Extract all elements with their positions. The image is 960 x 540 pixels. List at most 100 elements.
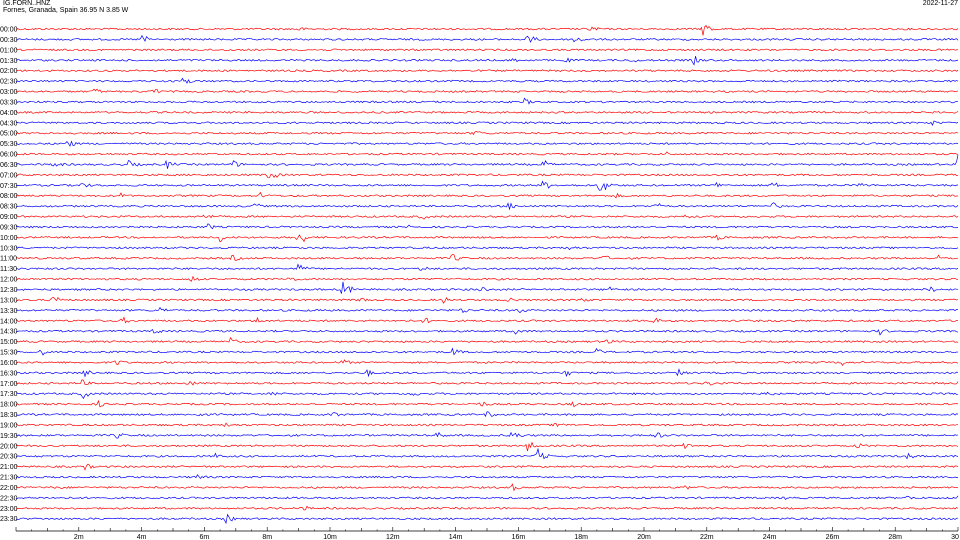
trace-row — [15, 254, 959, 261]
x-tick-label: 30 — [951, 534, 959, 540]
row-time-label: 06:00 — [0, 152, 18, 159]
x-tick-label: 26m — [826, 534, 840, 540]
station-location: Fornes, Granada, Spain 36.95 N 3.85 W — [3, 7, 129, 14]
trace-row — [15, 347, 959, 356]
x-tick-label: 18m — [574, 534, 588, 540]
trace-row — [15, 110, 959, 114]
trace-row — [15, 328, 959, 336]
trace-row — [15, 474, 959, 480]
row-time-label: 20:30 — [0, 454, 18, 461]
trace-row — [15, 422, 959, 428]
row-time-label: 17:00 — [0, 381, 18, 388]
trace-row — [15, 223, 959, 230]
row-time-label: 12:30 — [0, 287, 18, 294]
row-time-label: 15:30 — [0, 350, 18, 357]
trace-row — [15, 505, 959, 511]
trace-row — [15, 24, 959, 36]
row-time-label: 08:30 — [0, 204, 18, 211]
row-time-label: 19:30 — [0, 433, 18, 440]
station-id: IG.FORN..HNZ — [3, 0, 51, 7]
trace-row — [15, 191, 959, 199]
trace-row — [15, 306, 958, 314]
row-time-label: 06:30 — [0, 162, 18, 169]
x-tick-label: 16m — [512, 534, 526, 540]
trace-row — [15, 431, 959, 439]
row-time-label: 14:00 — [0, 318, 18, 325]
x-tick-label: 24m — [763, 534, 777, 540]
x-axis: 2m 4m 6m 8m 10m 12m 14m 16m 18m 20m 22m 24m 26m 28m 30 — [15, 527, 959, 540]
x-tick-label: 8m — [262, 534, 272, 540]
row-time-label: 16:30 — [0, 370, 18, 377]
trace-row — [15, 214, 959, 220]
trace-row — [15, 359, 959, 366]
trace-row — [15, 180, 959, 191]
row-time-label: 03:30 — [0, 99, 18, 106]
trace-row — [15, 411, 959, 418]
trace-row — [15, 88, 959, 93]
row-time-label: 17:30 — [0, 391, 18, 398]
row-time-label: 18:30 — [0, 412, 18, 419]
trace-row — [15, 131, 959, 136]
row-time-label: 20:00 — [0, 443, 18, 450]
row-label-group: 00:00 00:30 01:00 01:30 02:00 02:30 03:00 03:30… — [0, 27, 18, 524]
row-time-label: 11:00 — [0, 256, 17, 263]
row-time-label: 09:30 — [0, 225, 18, 232]
trace-row — [15, 246, 959, 251]
x-tick-label: 4m — [137, 534, 147, 540]
trace-row — [15, 483, 959, 492]
row-time-label: 10:30 — [0, 245, 18, 252]
trace-group — [15, 24, 959, 525]
row-time-label: 07:30 — [0, 183, 18, 190]
x-tick-label: 10m — [323, 534, 337, 540]
row-time-label: 00:00 — [0, 27, 18, 34]
trace-row — [15, 379, 959, 386]
row-time-label: 01:00 — [0, 47, 18, 54]
trace-row — [15, 441, 959, 452]
trace-row — [15, 120, 959, 127]
row-time-label: 11:30 — [0, 266, 17, 273]
x-tick-label: 6m — [200, 534, 210, 540]
trace-row — [15, 281, 959, 294]
row-time-label: 02:30 — [0, 79, 18, 86]
row-time-label: 22:30 — [0, 495, 18, 502]
x-tick-label: 28m — [888, 534, 902, 540]
row-time-label: 05:00 — [0, 131, 18, 138]
trace-row — [15, 463, 959, 471]
row-time-label: 14:30 — [0, 329, 18, 336]
trace-row — [15, 316, 959, 324]
x-tick-label: 14m — [449, 534, 463, 540]
x-tick-label: 20m — [637, 534, 651, 540]
row-time-label: 01:30 — [0, 58, 18, 65]
row-time-label: 13:00 — [0, 297, 18, 304]
trace-row — [15, 368, 959, 378]
row-time-label: 04:30 — [0, 120, 18, 127]
date-label: 2022-11-27 — [922, 0, 958, 7]
trace-row — [15, 447, 959, 460]
x-tick-label: 2m — [74, 534, 84, 540]
trace-row — [15, 34, 959, 43]
trace-row — [15, 48, 959, 52]
row-time-label: 23:00 — [0, 506, 18, 513]
row-time-label: 13:30 — [0, 308, 18, 315]
row-time-label: 23:30 — [0, 516, 18, 523]
trace-row — [15, 173, 959, 179]
row-time-label: 16:00 — [0, 360, 18, 367]
row-time-label: 12:00 — [0, 277, 18, 284]
trace-row — [15, 513, 959, 525]
row-time-label: 10:00 — [0, 235, 18, 242]
row-time-label: 19:00 — [0, 423, 18, 430]
trace-row — [15, 56, 959, 66]
trace-row — [15, 296, 959, 304]
trace-row — [15, 275, 959, 282]
trace-row — [15, 234, 959, 243]
trace-row — [15, 69, 959, 73]
trace-row — [15, 263, 959, 271]
trace-row — [15, 151, 959, 156]
trace-row — [15, 140, 959, 147]
row-time-label: 08:00 — [0, 193, 18, 200]
trace-row — [15, 391, 959, 400]
trace-row — [15, 154, 959, 169]
trace-row — [15, 97, 959, 105]
trace-row — [15, 399, 959, 408]
